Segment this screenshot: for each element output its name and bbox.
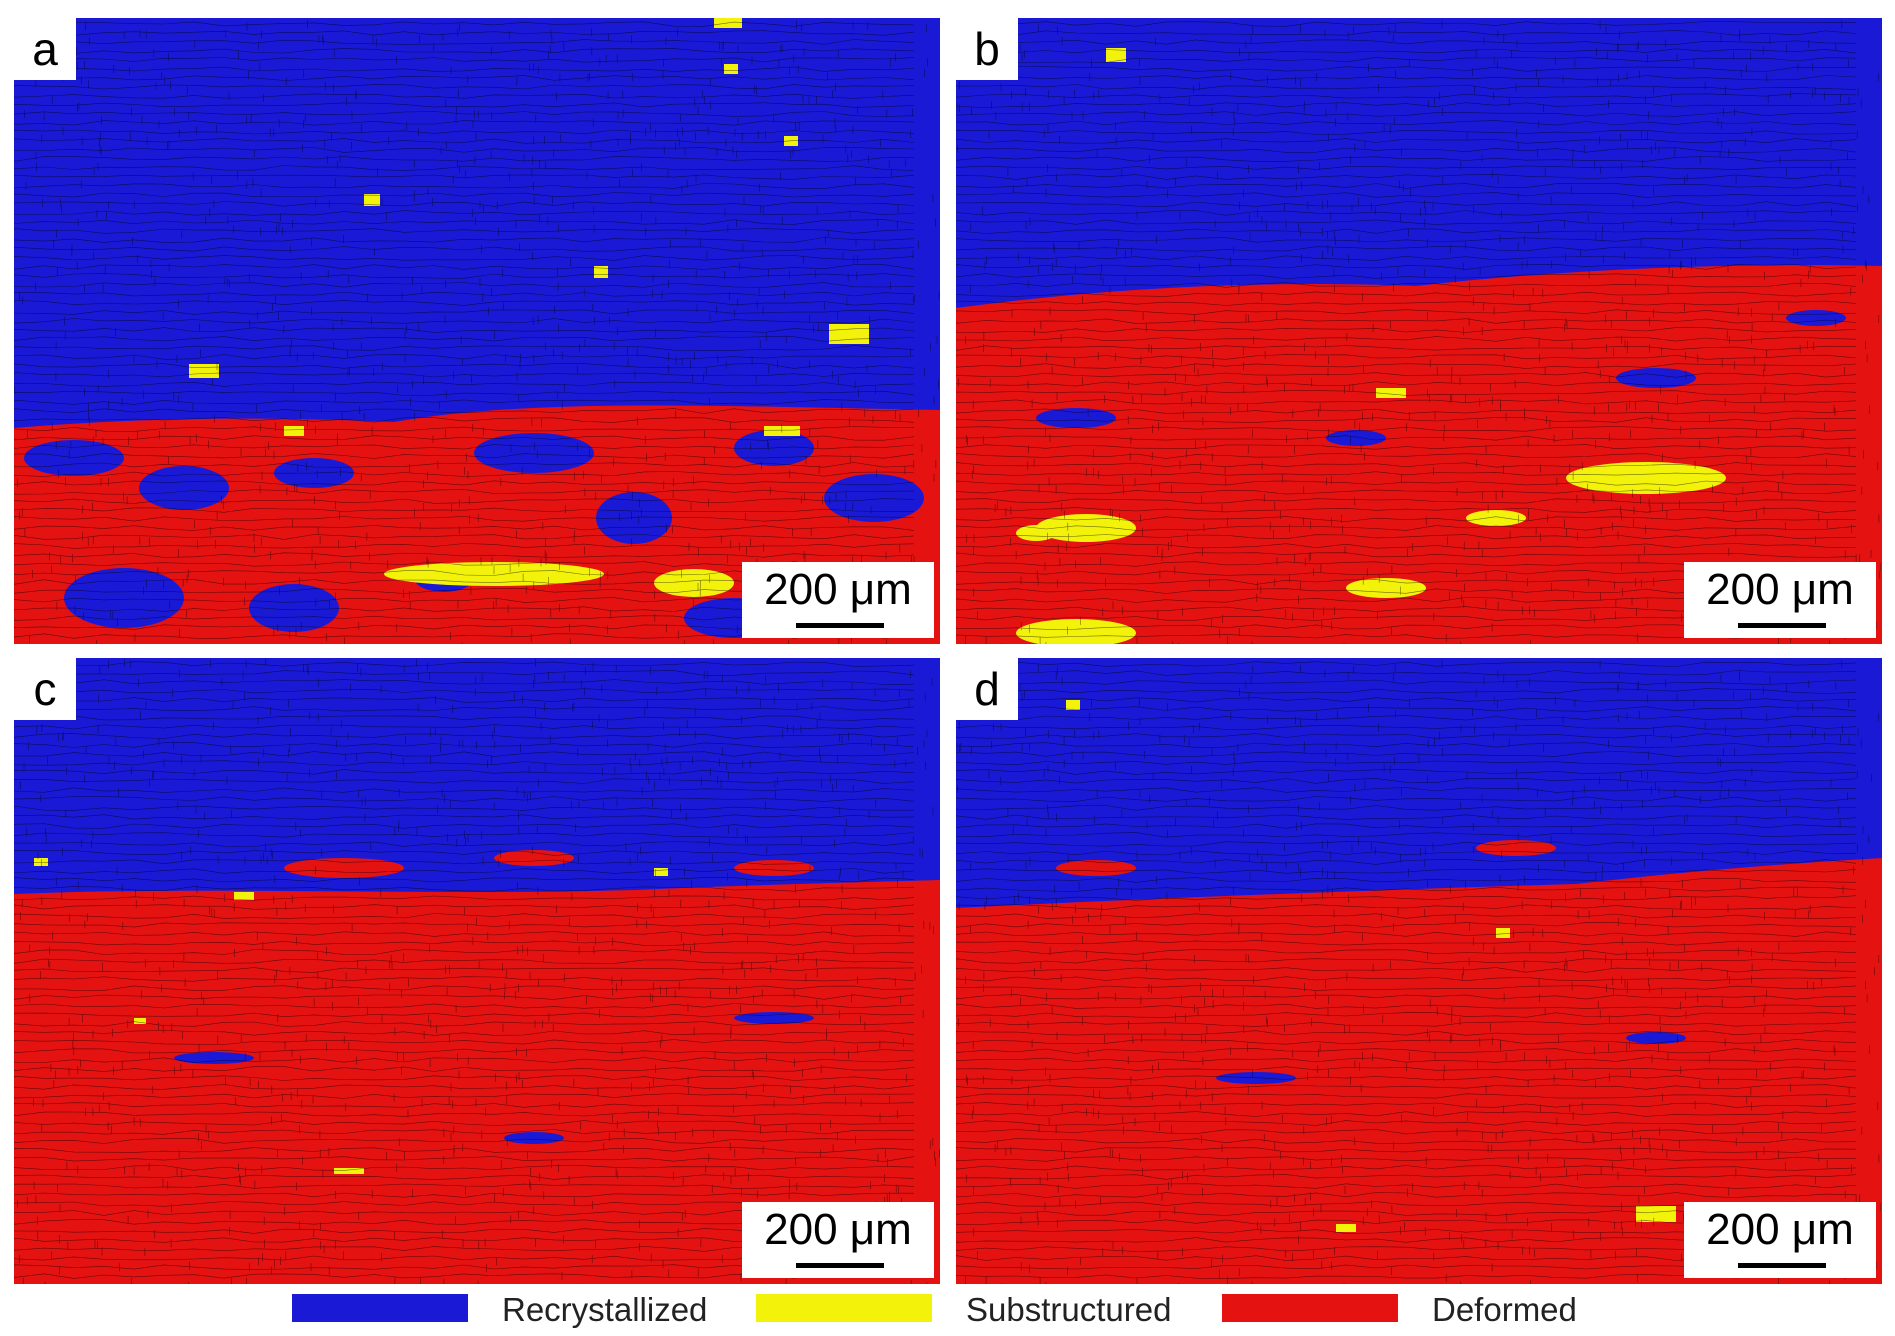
scale-bar-box: 200 μm <box>742 1202 934 1278</box>
scale-bar-label: 200 μm <box>764 1205 912 1254</box>
ebsd-map-panel-c: c 200 μm <box>14 658 940 1284</box>
scale-bar-box: 200 μm <box>1684 1202 1876 1278</box>
scale-bar-label: 200 μm <box>1706 565 1854 614</box>
panel-label: b <box>956 18 1018 80</box>
grain-map-b <box>956 18 1882 644</box>
scale-bar <box>1738 623 1826 628</box>
scale-bar-box: 200 μm <box>1684 562 1876 638</box>
panel-label: a <box>14 18 76 80</box>
scale-bar-label: 200 μm <box>764 565 912 614</box>
grain-map-d <box>956 658 1882 1284</box>
legend: Recrystallized Substructured Deformed <box>0 1288 1895 1332</box>
legend-label-deformed: Deformed <box>1432 1291 1577 1328</box>
ebsd-map-panel-b: b 200 μm <box>956 18 1882 644</box>
legend-label-substructured: Substructured <box>966 1291 1172 1328</box>
panel-label: d <box>956 658 1018 720</box>
ebsd-map-panel-d: d 200 μm <box>956 658 1882 1284</box>
legend-swatch-recrystallized <box>292 1294 468 1322</box>
scale-bar <box>796 1263 884 1268</box>
legend-label-recrystallized: Recrystallized <box>502 1291 708 1328</box>
scale-bar <box>796 623 884 628</box>
scale-bar <box>1738 1263 1826 1268</box>
legend-swatch-deformed <box>1222 1294 1398 1322</box>
panel-label: c <box>14 658 76 720</box>
scale-bar-box: 200 μm <box>742 562 934 638</box>
legend-swatch-substructured <box>756 1294 932 1322</box>
scale-bar-label: 200 μm <box>1706 1205 1854 1254</box>
ebsd-map-panel-a: a 200 μm <box>14 18 940 644</box>
grain-map-a <box>14 18 940 644</box>
grain-map-c <box>14 658 940 1284</box>
